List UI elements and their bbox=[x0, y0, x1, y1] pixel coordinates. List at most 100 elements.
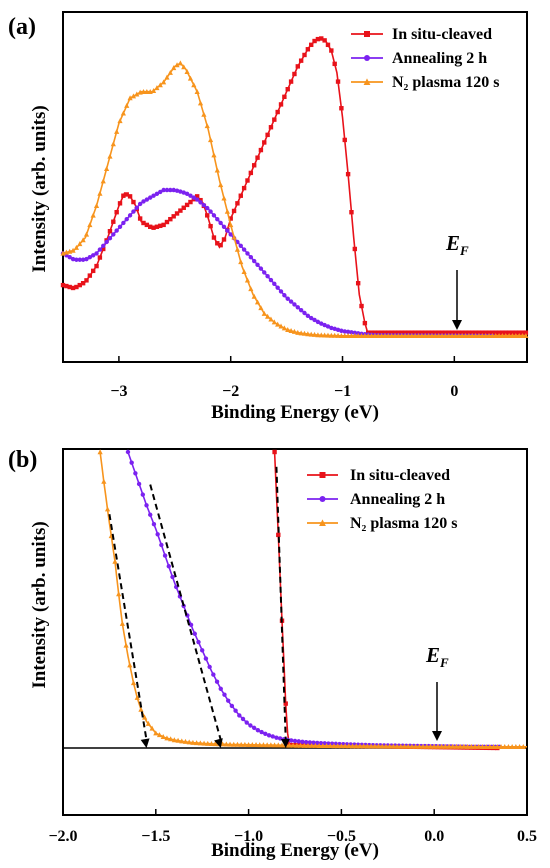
panel-b-series-1-point bbox=[148, 512, 153, 517]
panel-b-series-2-point bbox=[320, 742, 326, 748]
panel-a-series-0-point bbox=[181, 205, 186, 210]
panel-a-series-0-point bbox=[399, 330, 404, 335]
panel-b-series-2-point bbox=[275, 742, 281, 748]
panel-a-series-0-point bbox=[480, 330, 485, 335]
panel-a-series-0-point bbox=[161, 222, 166, 228]
panel-b-series-1-point bbox=[270, 734, 275, 739]
panel-a-series-0-point bbox=[433, 330, 438, 335]
panel-a-series-2-point bbox=[358, 333, 365, 339]
panel-a-series-0-point bbox=[90, 268, 96, 274]
panel-a-series-0-point bbox=[486, 330, 492, 335]
panel-a-series-0-point bbox=[453, 330, 458, 335]
panel-a-series-0-point bbox=[506, 330, 512, 335]
panel-a-series-0-point bbox=[466, 330, 472, 335]
panel-a-series-0-point bbox=[463, 330, 468, 335]
panel-a-series-1-point bbox=[94, 251, 99, 256]
panel-b-x-tick-label: 0.5 bbox=[517, 828, 537, 845]
panel-a-x-tick-label: 0 bbox=[450, 383, 458, 400]
panel-a-series-1-point bbox=[80, 257, 86, 262]
panel-a-series-1-point bbox=[312, 317, 317, 323]
panel-b-series-2-point bbox=[134, 694, 140, 700]
panel-a-series-2-point bbox=[352, 333, 358, 339]
panel-a-series-0-point bbox=[493, 330, 498, 335]
panel-a-series-1-point bbox=[188, 193, 193, 198]
panel-a-series-0-point bbox=[332, 61, 337, 67]
panel-b-series-2-point bbox=[490, 744, 497, 750]
panel-a-series-2-point bbox=[161, 79, 167, 85]
panel-b-series-1-point bbox=[211, 672, 216, 677]
panel-a-series-2-point bbox=[462, 333, 469, 339]
panel-a-series-1-point bbox=[218, 220, 223, 226]
panel-a-series-1-point bbox=[77, 257, 82, 262]
panel-a-series-1-point bbox=[211, 213, 217, 218]
panel-a-series-2-point bbox=[281, 325, 287, 331]
panel-b-series-1-point bbox=[259, 729, 264, 735]
panel-b-series-2-point bbox=[316, 742, 322, 748]
panel-a-series-2-point bbox=[382, 333, 388, 339]
panel-a-series-1-point bbox=[288, 299, 294, 304]
panel-b-series-2-point bbox=[383, 743, 389, 749]
panel-a-legend-label-2: N₂ plasma 120 s bbox=[392, 74, 499, 91]
panel-a-series-2-point bbox=[523, 333, 529, 339]
panel-a-series-0-point bbox=[127, 194, 133, 199]
panel-a-series-1-point bbox=[131, 209, 136, 214]
panel-b-series-2-point bbox=[301, 742, 307, 748]
panel-a-series-1-point bbox=[121, 220, 126, 226]
panel-b-legend-label-0: In situ-cleaved bbox=[350, 467, 450, 484]
panel-a-series-0-point bbox=[298, 58, 304, 63]
panel-b-series-2-point bbox=[286, 742, 293, 748]
panel-a-series-0-point bbox=[238, 193, 243, 198]
panel-a-series-2-point bbox=[157, 82, 163, 88]
panel-b-series-0-point bbox=[283, 701, 288, 706]
panel-a-series-0-point bbox=[322, 38, 327, 43]
panel-a-series-1-point bbox=[315, 319, 321, 325]
panel-b-series-1-point bbox=[200, 648, 205, 653]
panel-a-frame bbox=[62, 11, 528, 363]
panel-b-series-2-point bbox=[201, 740, 207, 746]
panel-a-series-2-point bbox=[489, 333, 495, 339]
panel-a-series-2-point bbox=[164, 74, 170, 80]
panel-a-series-2-point bbox=[90, 212, 96, 218]
panel-a-series-1-point bbox=[161, 187, 166, 193]
panel-a-series bbox=[60, 36, 529, 339]
panel-a-series-2-point bbox=[291, 328, 298, 334]
panel-a-series-0-point bbox=[74, 284, 79, 290]
panel-a-series-1-point bbox=[298, 307, 304, 313]
panel-a-series-0-point bbox=[470, 330, 475, 335]
panel-a-series-0-point bbox=[443, 330, 448, 335]
panel-a-series-2-point bbox=[100, 178, 106, 184]
panel-a-series-2-point bbox=[506, 333, 512, 339]
panel-a-series-0-point bbox=[389, 330, 394, 335]
panel-a-series-2-point bbox=[375, 333, 381, 339]
panel-a-series-0-point bbox=[352, 246, 358, 252]
panel-b-series-2-point bbox=[361, 743, 367, 749]
panel-b-series-2-point bbox=[513, 744, 519, 750]
panel-a-series-1-point bbox=[151, 193, 156, 198]
panel-a-series-2-point bbox=[392, 333, 398, 339]
panel-a-series-0-point bbox=[241, 185, 247, 191]
panel-a-series-1-point bbox=[329, 325, 334, 331]
panel-b-series-2-point bbox=[208, 741, 215, 747]
panel-b-series-2-point bbox=[264, 742, 270, 748]
panel-b-series-1-point bbox=[255, 728, 261, 733]
panel-b-series-1-point bbox=[196, 639, 201, 645]
panel-a-series-0-point bbox=[178, 208, 183, 213]
panel-a-series-1-point bbox=[322, 322, 327, 328]
panel-a-series-1-point bbox=[335, 327, 341, 333]
panel-b-series-2-point bbox=[175, 737, 181, 743]
panel-a-series-2-point bbox=[234, 246, 241, 252]
panel-b-series-2-point bbox=[439, 743, 445, 749]
panel-b-x-tick-label: −2.0 bbox=[48, 828, 77, 845]
panel-a-series-1-point bbox=[194, 197, 200, 202]
panel-a-ticks: −3 −2 −1 0 bbox=[110, 356, 458, 400]
panel-b-tangent-line-0 bbox=[108, 513, 148, 741]
panel-a-series-2-point bbox=[338, 332, 344, 338]
panel-a-series-0-point bbox=[476, 330, 482, 335]
panel-a-series-2-point bbox=[429, 333, 435, 339]
panel-a-series-2-point bbox=[104, 165, 110, 171]
panel-a-legend-marker-0 bbox=[364, 31, 370, 37]
panel-a-series-1-point bbox=[228, 232, 233, 237]
panel-b-ticks: −2.0 −1.5 −1.0 −0.5 0.0 0.5 bbox=[48, 809, 537, 845]
panel-a-series-1-point bbox=[349, 330, 354, 335]
panel-a-series-2-point bbox=[332, 332, 338, 338]
